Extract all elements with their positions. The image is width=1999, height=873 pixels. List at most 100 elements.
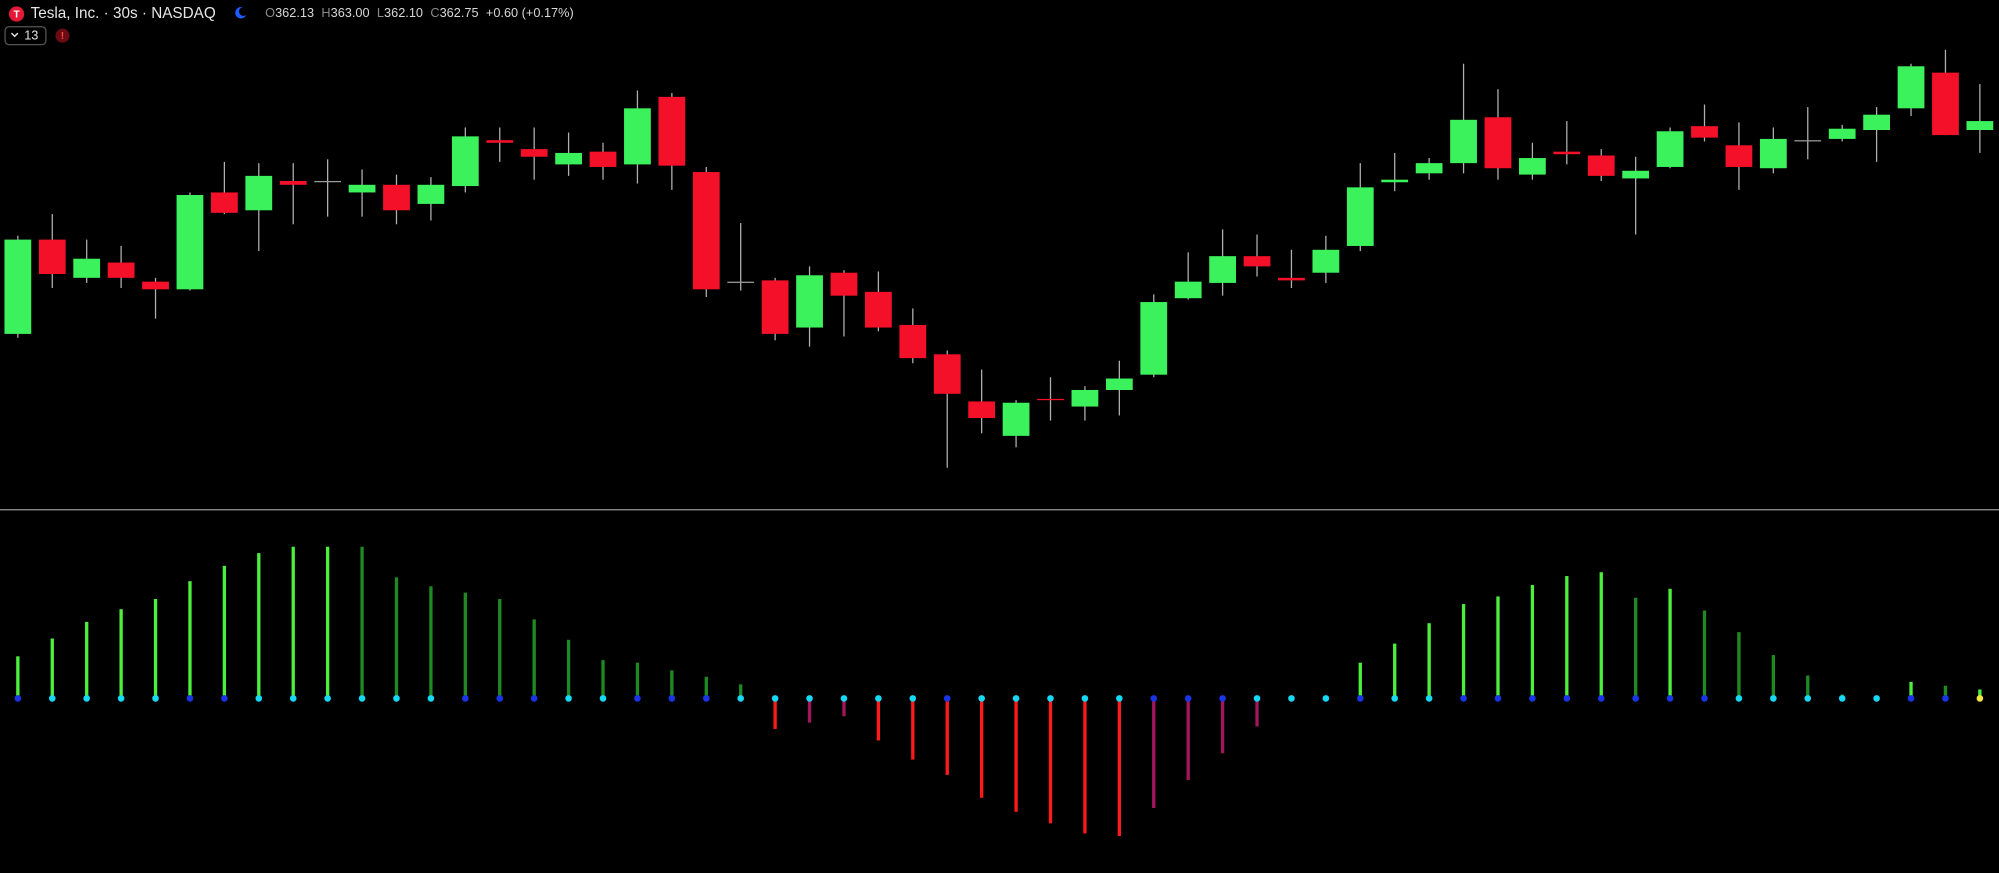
squeeze-dot <box>1873 695 1880 702</box>
momentum-bar <box>1530 584 1535 699</box>
momentum-bar <box>1014 698 1018 812</box>
squeeze-dot <box>1081 695 1089 702</box>
candle-body <box>417 184 445 204</box>
squeeze-dot <box>496 695 504 702</box>
candle-body <box>279 180 307 185</box>
squeeze-dot <box>117 695 125 702</box>
momentum-bar <box>291 546 295 699</box>
indicator-toggle[interactable] <box>4 26 47 46</box>
squeeze-dot <box>875 695 882 702</box>
squeeze-dot <box>530 695 538 702</box>
momentum-bar <box>1220 698 1225 754</box>
squeeze-dot <box>152 695 159 702</box>
squeeze-dot <box>1288 695 1295 702</box>
candle-body <box>933 354 961 394</box>
candle-body <box>4 239 32 334</box>
squeeze-dot <box>599 695 607 702</box>
momentum-bar <box>601 660 605 699</box>
momentum-bar <box>532 619 536 699</box>
candle-body <box>1415 163 1443 174</box>
candle-body <box>1037 398 1064 401</box>
candle-body <box>1312 249 1340 273</box>
squeeze-dot <box>943 695 951 702</box>
ohlc-value: 362.75 <box>440 5 479 20</box>
momentum-bar <box>1771 655 1776 699</box>
candle-body <box>1174 281 1202 299</box>
squeeze-dot <box>1494 695 1502 702</box>
momentum-bar <box>222 565 227 699</box>
momentum-bar <box>498 598 502 699</box>
squeeze-dot <box>48 695 56 702</box>
candle-body <box>1278 277 1305 281</box>
indicator-count: 13 <box>24 28 38 43</box>
candle-body <box>1828 128 1856 139</box>
squeeze-dot <box>771 695 779 702</box>
chevron <box>10 32 19 38</box>
candle-body <box>1105 378 1133 390</box>
momentum-bar <box>1393 643 1397 699</box>
squeeze-dot <box>634 695 641 702</box>
candle-body <box>210 192 238 213</box>
squeeze-dot <box>462 695 469 702</box>
candle-body <box>1346 187 1374 246</box>
squeeze-dot <box>1770 695 1777 702</box>
momentum-bar <box>1565 576 1569 699</box>
squeeze-dot <box>221 695 228 702</box>
candle-body <box>761 280 789 334</box>
candle-body <box>1759 138 1787 169</box>
candle-body <box>520 149 548 157</box>
candle-body <box>383 184 410 211</box>
candle-body <box>1966 121 1994 130</box>
ohlc-label: O <box>265 5 275 20</box>
squeeze-dot <box>1047 695 1054 702</box>
momentum-bar <box>911 698 915 760</box>
momentum-bar <box>360 546 364 699</box>
squeeze-dot <box>1563 695 1571 702</box>
squeeze-dot <box>83 695 91 702</box>
momentum-bar <box>807 698 812 723</box>
ohlc-value: 362.10 <box>384 5 423 20</box>
momentum-bar <box>1083 698 1087 834</box>
squeeze-dot <box>1150 695 1158 702</box>
warning-icon[interactable] <box>55 28 70 43</box>
squeeze-dot <box>358 695 366 702</box>
ohlc-label: L <box>377 5 384 20</box>
momentum-bar <box>1737 632 1741 699</box>
candle-body <box>1656 131 1684 167</box>
squeeze-dot <box>840 695 848 702</box>
squeeze-dot <box>668 695 676 702</box>
candle-body <box>38 239 66 275</box>
squeeze-dot <box>1322 695 1330 702</box>
momentum-bar <box>394 577 399 699</box>
squeeze-dot <box>1838 695 1846 702</box>
squeeze-dot <box>1219 695 1226 702</box>
candle-body <box>1071 389 1099 407</box>
squeeze-dot <box>1597 695 1605 702</box>
momentum-bar <box>635 662 640 699</box>
candle-body <box>1794 140 1822 142</box>
candle-body <box>1725 145 1753 167</box>
momentum-bar <box>1943 685 1948 699</box>
session-icon-cut <box>239 7 248 16</box>
squeeze-dot <box>1460 695 1467 702</box>
candle-body <box>1691 126 1718 138</box>
candle-body <box>1897 66 1925 109</box>
momentum-bar <box>979 698 984 798</box>
candle-body <box>1519 158 1546 175</box>
squeeze-dot <box>1701 695 1708 702</box>
candle-body <box>865 291 892 328</box>
squeeze-dot <box>1804 695 1812 702</box>
candle-body <box>1553 151 1581 155</box>
squeeze-dot <box>737 695 745 702</box>
ohlc-value: 363.00 <box>331 5 370 20</box>
ohlc-value: 362.13 <box>275 5 314 20</box>
momentum-bar <box>739 684 743 699</box>
candle-body <box>899 324 927 359</box>
squeeze-dot <box>1632 695 1639 702</box>
candle-body <box>555 152 582 165</box>
candle-body <box>451 136 479 187</box>
squeeze-dot <box>1012 695 1020 702</box>
candle-body <box>624 108 651 165</box>
momentum-bar <box>842 698 846 717</box>
